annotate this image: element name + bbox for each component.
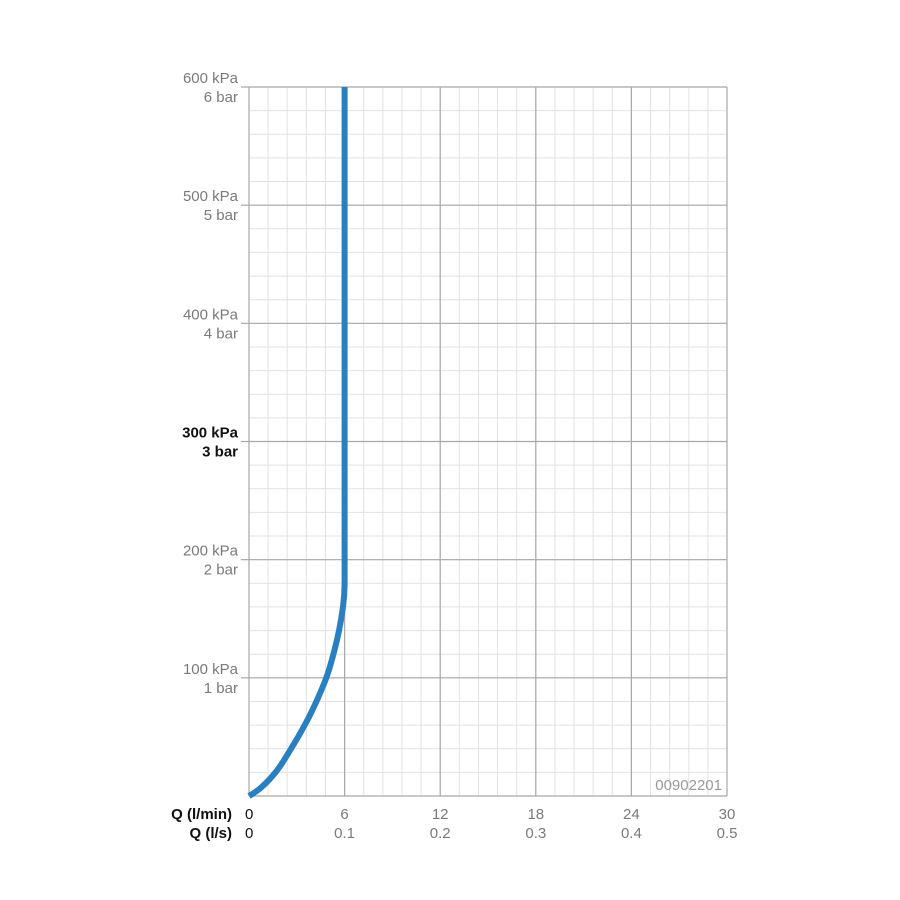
y-tick-label-kpa: 400 kPa xyxy=(183,306,239,323)
y-tick-label-bar: 3 bar xyxy=(202,444,238,461)
y-axis-labels: 100 kPa 1 bar 200 kPa 2 bar 300 kPa 3 bar 400 … xyxy=(182,70,239,697)
y-tick-label-kpa: 300 kPa xyxy=(182,425,239,442)
y-tick-label-kpa: 600 kPa xyxy=(183,70,239,87)
x-tick-label: 24 xyxy=(623,806,640,823)
x-tick-label: 0.5 xyxy=(717,825,738,842)
y-tick-label-kpa: 200 kPa xyxy=(183,543,239,560)
y-tick-label-bar: 5 bar xyxy=(204,207,238,224)
y-tick-label-bar: 1 bar xyxy=(204,680,238,697)
flow-curve-series-0 xyxy=(247,87,348,799)
x-axis-labels: Q (l/min) 0 6 12 18 24 30 Q (l/s) 0 0.1 0.2 0.3 0.4 0… xyxy=(171,806,737,842)
x-tick-label: 0.4 xyxy=(621,825,642,842)
x-tick-label: 6 xyxy=(340,806,348,823)
chart-code-annotation: 00902201 xyxy=(655,777,722,794)
y-tick-label-kpa: 500 kPa xyxy=(183,188,239,205)
x-tick-label: 0.1 xyxy=(334,825,355,842)
curve-layer xyxy=(247,87,348,799)
x-tick-label: 0.3 xyxy=(525,825,546,842)
x-tick-label: 30 xyxy=(719,806,736,823)
x-axis-title-l-per-s: Q (l/s) xyxy=(189,825,232,842)
x-tick-label: 0.2 xyxy=(430,825,451,842)
x-tick-label: 12 xyxy=(432,806,449,823)
y-tick-label-bar: 4 bar xyxy=(204,325,238,342)
x-tick-label: 0 xyxy=(245,825,253,842)
y-tick-label-bar: 2 bar xyxy=(204,562,238,579)
x-axis-title-l-per-min: Q (l/min) xyxy=(171,806,232,823)
y-tick-label-kpa: 100 kPa xyxy=(183,661,239,678)
x-tick-label: 18 xyxy=(527,806,544,823)
x-tick-label: 0 xyxy=(245,806,253,823)
y-tick-label-bar: 6 bar xyxy=(204,89,238,106)
major-gridlines xyxy=(241,86,728,797)
